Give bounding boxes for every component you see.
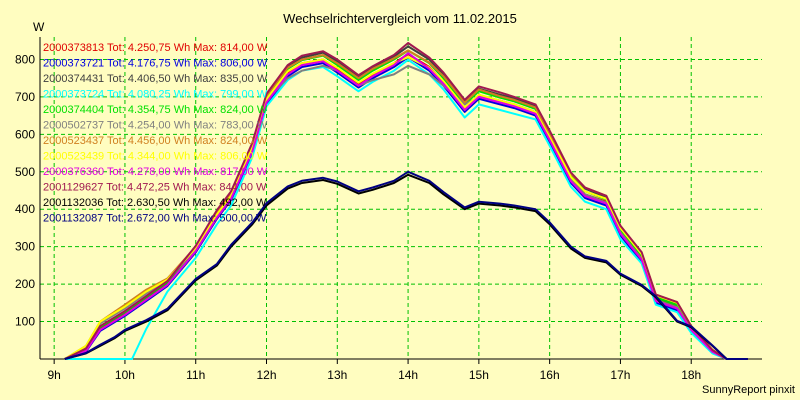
y-tick-label: 700 [15, 90, 35, 104]
y-tick-label: 200 [15, 277, 35, 291]
legend-entry: 2000502737 Tot: 4.254,00 Wh Max: 783,00 … [43, 120, 268, 132]
x-tick-label: 10h [115, 368, 135, 382]
legend-entry: 2000374431 Tot: 4.406,50 Wh Max: 835,00 … [43, 73, 268, 85]
x-tick-label: 15h [469, 368, 489, 382]
legend-entry: 2001132036 Tot: 2.630,50 Wh Max: 492,00 … [43, 197, 267, 209]
x-tick-label: 17h [610, 368, 630, 382]
x-tick-label: 14h [398, 368, 418, 382]
tick-labels: 100 200 300 400 500 600 700 800 9h 10h 11h 12h 13h 14… [15, 52, 701, 382]
y-tick-label: 400 [15, 202, 35, 216]
legend: 2000373813 Tot: 4.250,75 Wh Max: 814,00 … [43, 42, 268, 225]
legend-entry: 2000374404 Tot: 4.354,75 Wh Max: 824,00 … [43, 104, 268, 116]
series-lines [64, 42, 748, 360]
footer-credit: SunnyReport pinxit [702, 384, 795, 396]
series-line-2000376360 [64, 52, 748, 360]
y-axis-label: W [33, 20, 45, 34]
y-tick-label: 100 [15, 315, 35, 329]
y-tick-label: 300 [15, 240, 35, 254]
x-tick-label: 12h [256, 368, 276, 382]
x-tick-label: 16h [540, 368, 560, 382]
series-line-2001132036 [64, 173, 748, 360]
chart-title: Wechselrichtervergleich vom 11.02.2015 [283, 11, 517, 26]
legend-entry: 2000523439 Tot: 4.344,00 Wh Max: 806,00 … [43, 151, 268, 163]
series-line-2000373724 [64, 58, 748, 360]
legend-entry: 2000373724 Tot: 4.080,25 Wh Max: 799,00 … [43, 89, 268, 101]
legend-entry: 2000373813 Tot: 4.250,75 Wh Max: 814,00 … [43, 42, 268, 54]
x-tick-label: 18h [681, 368, 701, 382]
legend-entry: 2001132087 Tot: 2.672,00 Wh Max: 500,00 … [43, 213, 267, 225]
legend-entry: 2000376360 Tot: 4.278,00 Wh Max: 817,00 … [43, 166, 268, 178]
legend-entry: 2000373721 Tot: 4.176,75 Wh Max: 806,00 … [43, 58, 268, 70]
x-tick-label: 11h [186, 368, 205, 382]
y-tick-label: 500 [15, 165, 35, 179]
y-tick-label: 600 [15, 127, 35, 141]
legend-entry: 2001129627 Tot: 4.472,25 Wh Max: 844,00 … [43, 182, 267, 194]
grid-lines [40, 37, 762, 359]
x-tick-label: 13h [327, 368, 347, 382]
y-tick-label: 800 [15, 52, 35, 66]
series-line-2001132087 [64, 170, 748, 360]
axes [39, 37, 762, 364]
series-line-2001129627 [64, 42, 748, 360]
x-tick-label: 9h [47, 368, 60, 382]
legend-entry: 2000523437 Tot: 4.456,00 Wh Max: 824,00 … [43, 135, 268, 147]
series-line-2000523439 [64, 56, 748, 360]
